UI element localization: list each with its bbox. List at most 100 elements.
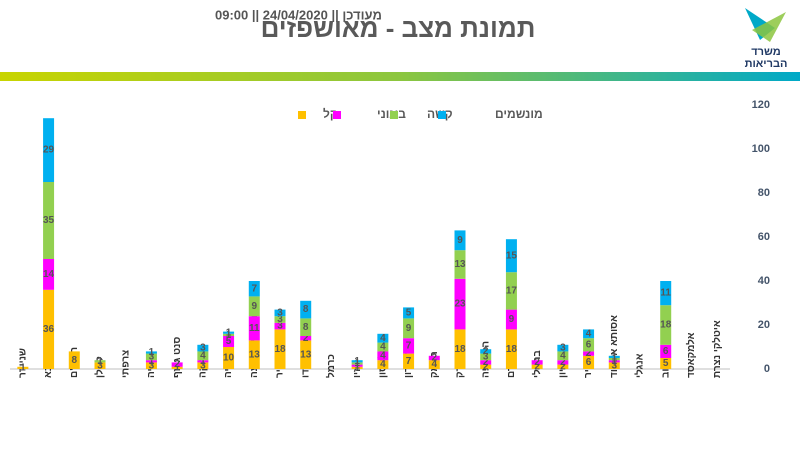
bar-segment: [480, 364, 492, 369]
bar-segment: [557, 351, 569, 361]
value-label: 9: [252, 301, 258, 312]
value-label: 2: [586, 348, 592, 359]
value-label: 15: [506, 250, 518, 261]
bar-segment: [660, 358, 672, 369]
value-label: 1: [612, 356, 618, 367]
bar-segment: [377, 342, 389, 352]
value-label: 3: [200, 343, 206, 354]
bar-segment: [531, 364, 543, 369]
bar-segment: [17, 366, 29, 369]
bar-segment: [300, 340, 312, 369]
legend-label: מונשמים: [495, 107, 543, 121]
value-label: 3: [612, 360, 618, 371]
title: תמונת מצב - מאושפזים: [261, 13, 536, 43]
value-label: 11: [660, 288, 671, 299]
value-label: 13: [454, 259, 466, 270]
value-label: 3: [483, 352, 489, 363]
value-label: 2: [483, 357, 489, 368]
chart: 020406080100120קלבינוניקשהמונשמיםשניידר1…: [10, 99, 770, 378]
value-label: 13: [249, 349, 261, 360]
value-label: 18: [660, 320, 672, 331]
value-label: 2: [483, 361, 489, 372]
bar-segment: [197, 351, 209, 361]
value-label: 1: [354, 356, 360, 367]
value-label: 8: [303, 304, 309, 315]
value-label: 1: [354, 360, 360, 371]
x-tick-label: זיו: [352, 368, 363, 378]
bar-segment: [351, 362, 363, 365]
value-label: 4: [380, 333, 386, 344]
bar-segment: [145, 353, 157, 361]
value-label: 5: [226, 336, 232, 347]
value-label: 9: [457, 235, 463, 246]
bar-segment: [505, 239, 517, 273]
bar-segment: [197, 362, 209, 369]
value-label: 1: [149, 347, 155, 358]
bar-segment: [505, 329, 517, 369]
y-tick-label: 100: [752, 143, 770, 155]
bar-segment: [43, 182, 55, 259]
bar-segment: [480, 353, 492, 361]
x-tick-label: איטלקי נצרת: [711, 320, 723, 378]
bar-segment: [583, 351, 595, 356]
y-tick-label: 80: [758, 187, 770, 199]
bar-segment: [274, 316, 286, 323]
value-label: 1: [354, 363, 360, 374]
bar-segment: [171, 366, 183, 369]
bar-segment: [274, 309, 286, 317]
value-label: 3: [277, 314, 283, 325]
value-label: 7: [406, 341, 412, 352]
bar-segment: [248, 281, 260, 297]
value-label: 3: [200, 360, 206, 371]
value-label: 17: [506, 286, 518, 297]
bar-segment: [505, 272, 517, 310]
value-label: 1: [200, 356, 206, 367]
value-label: 2: [534, 357, 540, 368]
bar-segment: [248, 296, 260, 317]
bar-segment: [94, 360, 106, 363]
value-label: 29: [43, 145, 55, 156]
value-label: 2: [560, 357, 566, 368]
bar-segment: [145, 360, 157, 363]
logo-line: משרד: [751, 46, 780, 58]
bar-segment: [274, 322, 286, 330]
value-label: 4: [560, 350, 566, 361]
bar-segment: [351, 360, 363, 363]
bar-segment: [171, 362, 183, 367]
value-label: 1: [226, 327, 232, 338]
bar-segment: [583, 329, 595, 339]
value-label: 3: [149, 360, 155, 371]
updated: מעודכן || 24/04/2020 || 09:00: [215, 7, 382, 22]
value-label: 6: [586, 357, 592, 368]
bar-segment: [608, 362, 620, 369]
bar-segment: [197, 360, 209, 363]
value-label: 4: [380, 342, 386, 353]
value-label: 9: [406, 323, 412, 334]
value-label: 36: [43, 324, 55, 335]
value-label: 1: [149, 356, 155, 367]
value-label: 1: [174, 363, 180, 374]
header-band: [0, 72, 800, 81]
value-label: 35: [43, 215, 55, 226]
bar-segment: [43, 289, 55, 369]
value-label: 3: [97, 360, 103, 371]
value-label: 2: [432, 353, 438, 364]
bar-segment: [351, 366, 363, 369]
legend-swatch: [298, 111, 306, 119]
bar-segment: [608, 355, 620, 358]
value-label: 1: [354, 358, 360, 369]
value-label: 18: [454, 344, 466, 355]
x-tick-label: צרפתי: [120, 350, 131, 378]
value-label: 11: [249, 323, 260, 334]
value-label: 2: [483, 346, 489, 357]
bar-segment: [43, 118, 55, 182]
bar-segment: [608, 360, 620, 363]
x-tick-label: כרמל: [325, 354, 337, 378]
bar-segment: [454, 230, 466, 251]
bar-segment: [68, 351, 80, 369]
x-tick-label: שניידר: [17, 348, 28, 378]
bar-segment: [377, 360, 389, 369]
bar-segment: [428, 355, 440, 361]
bar-segment: [557, 344, 569, 352]
